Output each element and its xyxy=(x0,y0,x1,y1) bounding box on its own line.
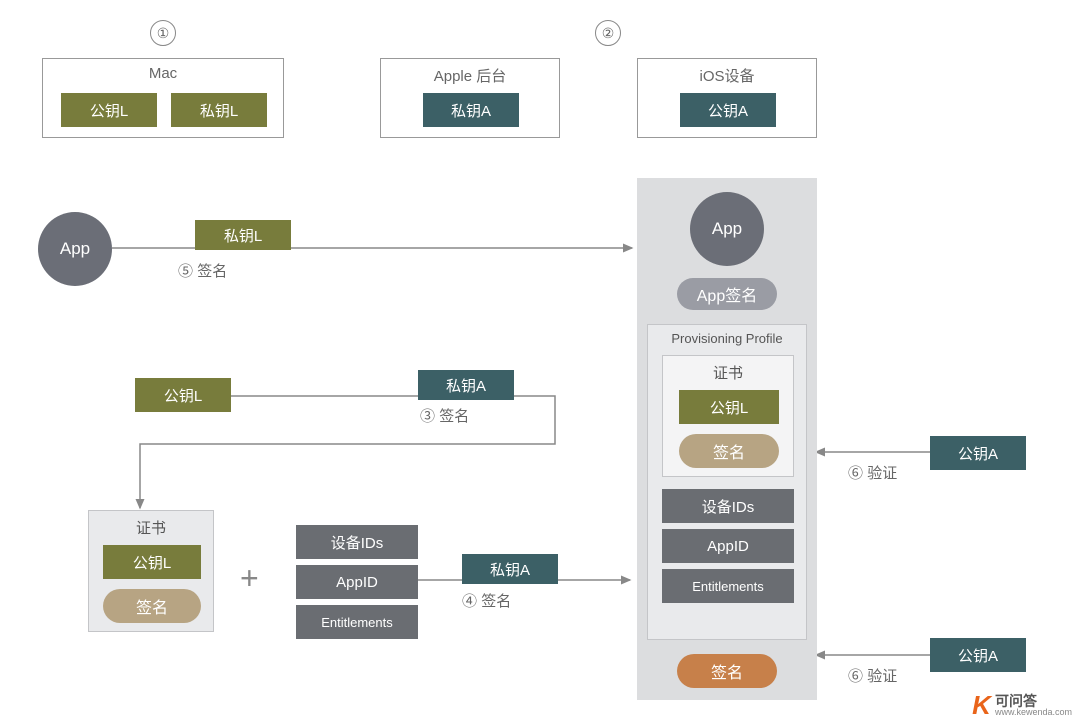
step-5-label: ⑤ 签名 xyxy=(178,260,227,281)
mac-container: Mac 公钥L 私钥L xyxy=(42,58,284,138)
device-ids-right: 设备IDs xyxy=(662,489,794,523)
watermark: K 可问答 www.kewenda.com xyxy=(972,690,1072,721)
step-5-text: 签名 xyxy=(197,263,227,280)
cert-title-right: 证书 xyxy=(663,362,793,383)
step-4-text: 签名 xyxy=(481,593,511,610)
mac-title: Mac xyxy=(43,65,283,82)
pp-title: Provisioning Profile xyxy=(648,331,806,346)
step-6-bottom-number: ⑥ xyxy=(848,668,863,685)
ios-device-panel: App App签名 Provisioning Profile 证书 公钥L 签名… xyxy=(637,178,817,700)
step-4-number: ④ xyxy=(462,593,477,610)
step-3-number: ③ xyxy=(420,408,435,425)
private-key-a-step4: 私钥A xyxy=(462,554,558,584)
device-ids-left: 设备IDs xyxy=(296,525,418,559)
private-key-a-step3: 私钥A xyxy=(418,370,514,400)
app-node-left: App xyxy=(38,212,112,286)
ios-container: iOS设备 公钥A xyxy=(637,58,817,138)
step-2-badge: ② xyxy=(595,20,621,46)
step-6-bottom-label: ⑥ 验证 xyxy=(848,665,897,686)
cert-public-key-l-right: 公钥L xyxy=(679,390,779,424)
pp-signature-pill: 签名 xyxy=(677,654,777,688)
cert-container-left: 证书 公钥L 签名 xyxy=(88,510,214,632)
public-key-a-verify-top: 公钥A xyxy=(930,436,1026,470)
step-4-label: ④ 签名 xyxy=(462,590,511,611)
step-5-number: ⑤ xyxy=(178,263,193,280)
step-6-bottom-text: 验证 xyxy=(867,668,897,685)
step-3-label: ③ 签名 xyxy=(420,405,469,426)
private-key-l-on-arrow: 私钥L xyxy=(195,220,291,250)
app-node-right: App xyxy=(690,192,764,266)
apple-title: Apple 后台 xyxy=(381,65,559,86)
cert-sign-right: 签名 xyxy=(679,434,779,468)
step-1-badge: ① xyxy=(150,20,176,46)
app-signature-pill: App签名 xyxy=(677,278,777,310)
ios-public-key-a: 公钥A xyxy=(680,93,776,127)
entitlements-right: Entitlements xyxy=(662,569,794,603)
plus-symbol: + xyxy=(240,560,259,597)
watermark-url: www.kewenda.com xyxy=(995,708,1072,717)
public-key-l-step3: 公钥L xyxy=(135,378,231,412)
apple-container: Apple 后台 私钥A xyxy=(380,58,560,138)
mac-public-key-l: 公钥L xyxy=(61,93,157,127)
metadata-stack: 设备IDs AppID Entitlements xyxy=(296,525,418,639)
step-6-top-number: ⑥ xyxy=(848,465,863,482)
cert-container-right: 证书 公钥L 签名 xyxy=(662,355,794,477)
step-3-text: 签名 xyxy=(439,408,469,425)
entitlements-left: Entitlements xyxy=(296,605,418,639)
mac-private-key-l: 私钥L xyxy=(171,93,267,127)
public-key-a-verify-bottom: 公钥A xyxy=(930,638,1026,672)
step-6-top-text: 验证 xyxy=(867,465,897,482)
cert-public-key-l-left: 公钥L xyxy=(103,545,201,579)
provisioning-profile-box: Provisioning Profile 证书 公钥L 签名 设备IDs App… xyxy=(647,324,807,640)
watermark-brand: 可问答 xyxy=(995,694,1072,708)
app-id-right: AppID xyxy=(662,529,794,563)
step-6-top-label: ⑥ 验证 xyxy=(848,462,897,483)
cert-title-left: 证书 xyxy=(89,517,213,538)
ios-title: iOS设备 xyxy=(638,65,816,86)
apple-private-key-a: 私钥A xyxy=(423,93,519,127)
cert-sign-left: 签名 xyxy=(103,589,201,623)
watermark-logo-icon: K xyxy=(972,690,991,721)
app-id-left: AppID xyxy=(296,565,418,599)
